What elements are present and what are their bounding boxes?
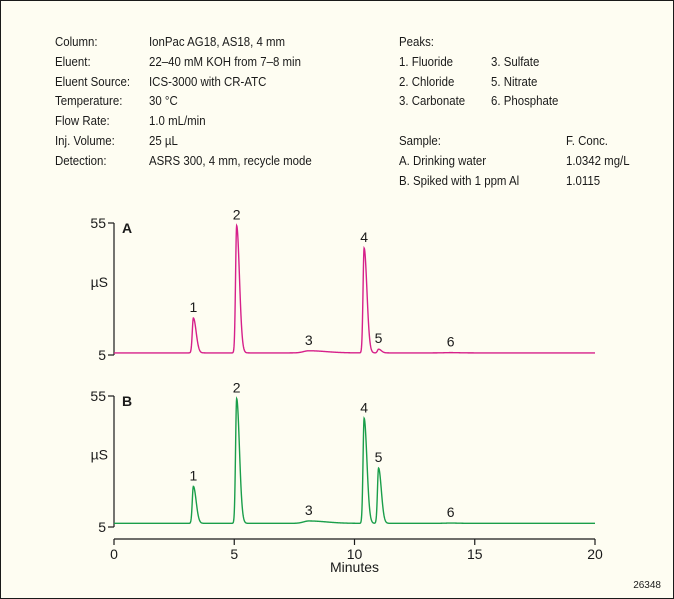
y-tick-label: 55 [90, 388, 106, 404]
sample-header: Sample: [399, 133, 441, 148]
y-axis-label: µS [91, 447, 108, 463]
chromatogram-trace [114, 223, 595, 354]
peak-label: 3 [305, 332, 313, 348]
x-tick-label: 20 [587, 546, 603, 562]
condition-label: Eluent: [55, 53, 91, 69]
panel-label: B [122, 393, 132, 409]
peak-label: 3 [305, 502, 313, 518]
x-tick-label: 5 [230, 546, 238, 562]
condition-value: 25 µL [149, 133, 178, 148]
y-axis-label: µS [91, 274, 108, 290]
conc-header: F. Conc. [566, 133, 608, 148]
peak-label: 2 [233, 380, 241, 396]
peaks-title: Peaks: [399, 34, 434, 49]
x-tick-label: 15 [467, 546, 483, 562]
sample-conc: 1.0342 mg/L [566, 152, 630, 168]
condition-value: 30 °C [149, 93, 178, 109]
peak-label: 1 [189, 299, 197, 315]
peak-label: 1 [189, 467, 197, 483]
peak-legend-item: 1. Fluoride [399, 53, 454, 69]
condition-label: Inj. Volume: [55, 133, 115, 148]
sample-label: A. Drinking water [399, 152, 487, 168]
condition-label: Flow Rate: [55, 113, 110, 129]
peak-legend-item: 3. Sulfate [491, 53, 540, 69]
peak-label: 5 [375, 449, 383, 465]
chromatogram-trace [114, 396, 595, 525]
peak-label: 4 [360, 229, 368, 245]
peak-legend-item: 2. Chloride [399, 73, 455, 89]
y-tick-label: 5 [98, 519, 106, 535]
condition-value: IonPac AG18, AS18, 4 mm [149, 34, 286, 49]
condition-label: Column: [55, 34, 98, 49]
x-tick-label: 0 [110, 546, 118, 562]
condition-value: ICS-3000 with CR-ATC [149, 73, 267, 89]
x-axis-label: Minutes [330, 559, 379, 575]
condition-label: Eluent Source: [55, 73, 131, 89]
peak-label: 4 [360, 399, 368, 415]
condition-value: ASRS 300, 4 mm, recycle mode [149, 152, 312, 168]
x-tick-label: 10 [347, 546, 363, 562]
condition-label: Detection: [55, 152, 107, 168]
condition-value: 22–40 mM KOH from 7–8 min [149, 53, 301, 69]
peak-label: 6 [447, 334, 455, 350]
sample-conc: 1.0115 [566, 172, 601, 188]
y-tick-label: 5 [98, 347, 106, 363]
condition-label: Temperature: [55, 93, 123, 109]
peak-label: 5 [375, 330, 383, 346]
panel-label: A [122, 220, 132, 236]
y-tick-label: 55 [90, 215, 106, 231]
peak-label: 6 [447, 504, 455, 520]
sample-label: B. Spiked with 1 ppm Al [399, 172, 520, 188]
condition-value: 1.0 mL/min [149, 113, 206, 129]
peak-legend-item: 6. Phosphate [491, 93, 559, 109]
peak-legend-item: 3. Carbonate [399, 93, 466, 109]
peak-legend-item: 5. Nitrate [491, 73, 538, 89]
peak-label: 2 [233, 207, 241, 223]
figure-id: 26348 [633, 580, 661, 591]
